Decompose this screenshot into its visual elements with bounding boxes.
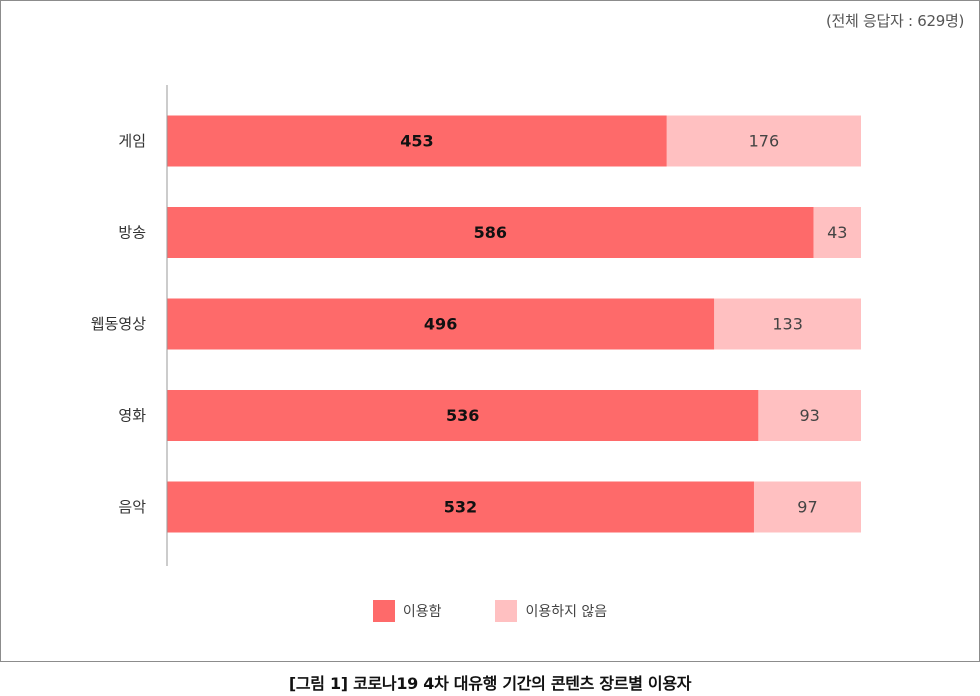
data-label-broadcast-used: 586 (474, 223, 507, 242)
category-label-music: 음악 (118, 498, 146, 516)
respondent-note: (전체 응답자 : 629명) (826, 12, 964, 30)
legend-item-used: 이용함 (372, 600, 442, 622)
legend: 이용함 이용하지 않음 (0, 600, 980, 622)
legend-label-not-used: 이용하지 않음 (525, 604, 608, 620)
legend-swatch-not-used (495, 600, 518, 622)
data-label-web-video-not-used: 133 (772, 315, 803, 334)
bar-music-not-used (753, 481, 861, 533)
category-label-movie: 영화 (118, 407, 146, 425)
bar-broadcast-used (167, 207, 814, 258)
category-label-broadcast: 방송 (118, 224, 146, 242)
legend-item-not-used: 이용하지 않음 (495, 600, 607, 622)
legend-label-used: 이용함 (402, 604, 442, 620)
data-label-web-video-used: 496 (424, 315, 457, 334)
bar-movie-used (167, 390, 759, 441)
data-label-music-used: 532 (444, 498, 477, 517)
category-label-web-video: 웹동영상 (91, 315, 146, 333)
bar-web-video-used (167, 298, 715, 350)
bar-web-video-not-used (714, 298, 861, 350)
legend-swatch-used (372, 600, 395, 622)
figure-caption: [그림 1] 코로나19 4차 대유행 기간의 콘텐츠 장르별 이용자 (288, 674, 692, 693)
bar-movie-not-used (758, 390, 861, 441)
bar-game-not-used (666, 115, 861, 167)
category-label-game: 게임 (118, 132, 146, 150)
stacked-bar-chart: 게임 453 176 방송 586 43 웹동영상 496 133 영화 536 93 음악 532 97 (91, 85, 861, 566)
data-label-game-used: 453 (400, 132, 433, 151)
bar-broadcast-not-used (813, 207, 861, 258)
data-label-broadcast-not-used: 43 (827, 223, 847, 242)
bar-music-used (167, 481, 754, 533)
data-label-music-not-used: 97 (797, 498, 817, 517)
data-label-movie-used: 536 (446, 406, 479, 425)
data-label-movie-not-used: 93 (800, 406, 820, 425)
data-label-game-not-used: 176 (749, 132, 780, 151)
bar-game-used (167, 115, 667, 167)
